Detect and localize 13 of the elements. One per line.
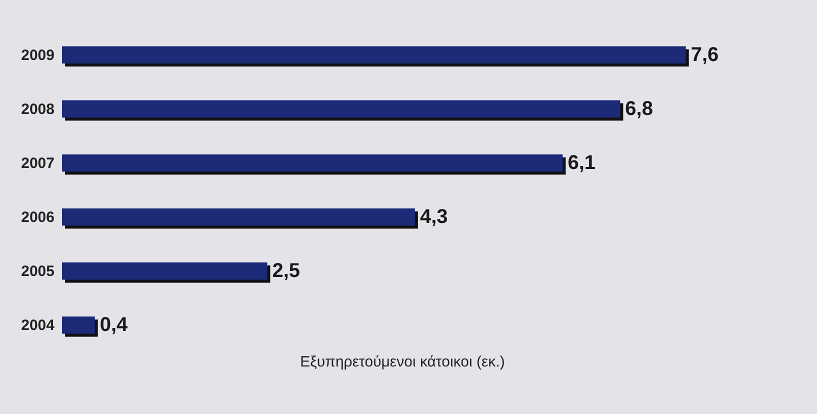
data-label: 6,1 [568, 152, 596, 174]
data-label: 0,4 [100, 314, 129, 336]
y-tick-label: 2005 [21, 263, 54, 280]
y-tick-label: 2009 [21, 46, 54, 64]
data-label: 4,3 [420, 206, 448, 228]
y-tick-label: 2008 [21, 100, 54, 118]
y-tick-label: 2006 [21, 209, 54, 226]
x-axis-title: Εξυπηρετούμενοι κάτοικοι (εκ.) [300, 354, 505, 370]
data-label: 2,5 [272, 260, 300, 282]
data-label: 7,6 [690, 44, 719, 66]
data-label: 6,8 [625, 98, 653, 120]
y-tick-label: 2007 [21, 154, 54, 172]
y-tick-label: 2004 [21, 317, 56, 334]
